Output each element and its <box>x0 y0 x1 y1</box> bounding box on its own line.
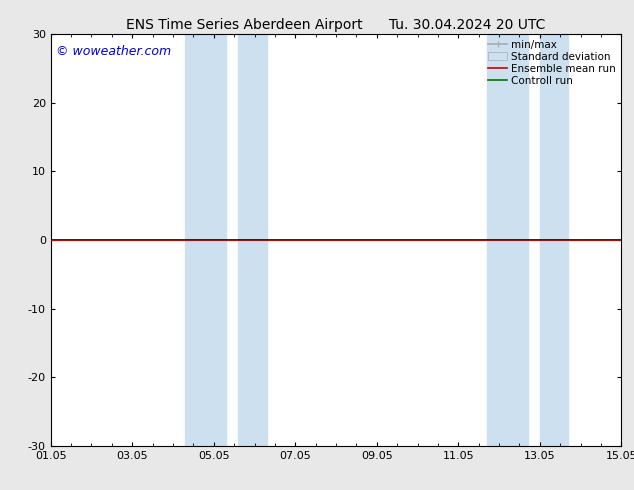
Bar <box>487 34 527 446</box>
Text: © woweather.com: © woweather.com <box>56 45 172 58</box>
Title: ENS Time Series Aberdeen Airport      Tu. 30.04.2024 20 UTC: ENS Time Series Aberdeen Airport Tu. 30.… <box>126 18 546 32</box>
Bar <box>540 34 568 446</box>
Legend: min/max, Standard deviation, Ensemble mean run, Controll run: min/max, Standard deviation, Ensemble me… <box>486 37 618 88</box>
Bar <box>185 34 226 446</box>
Bar <box>238 34 267 446</box>
